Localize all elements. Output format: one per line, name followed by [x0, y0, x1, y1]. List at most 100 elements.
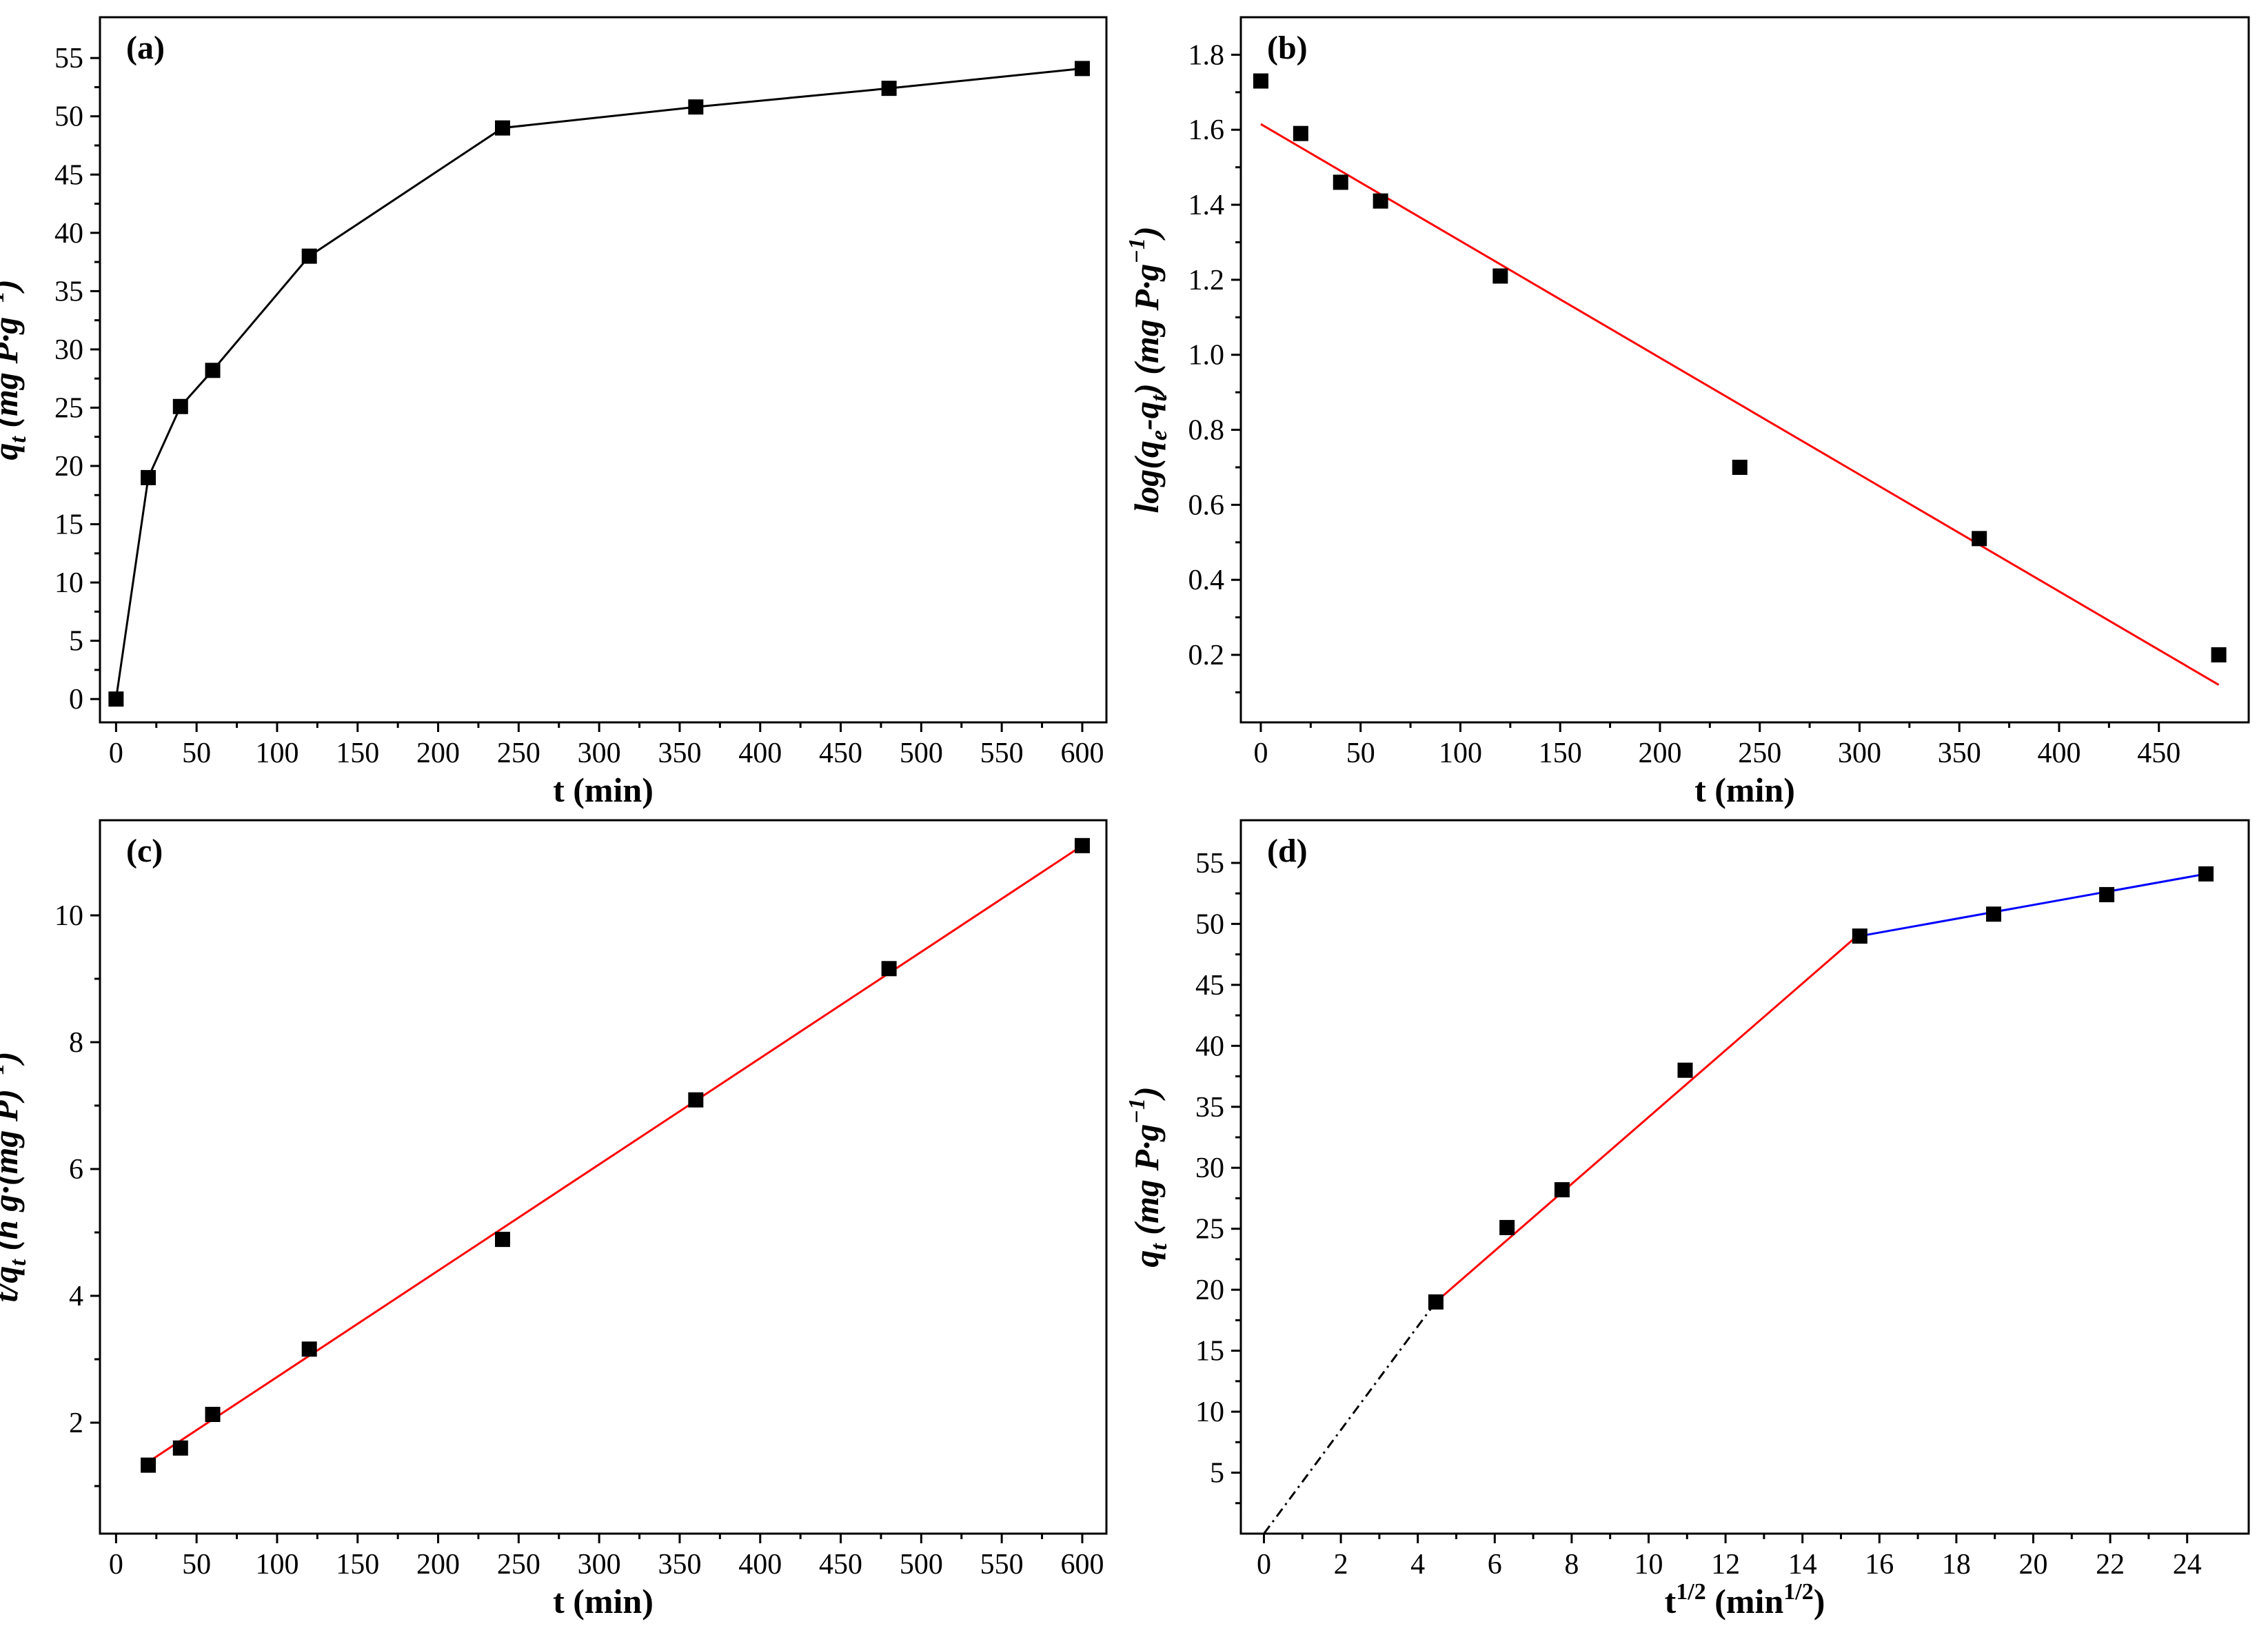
data-point	[495, 1232, 510, 1248]
plot-frame	[99, 819, 1108, 1535]
x-tick-label: 100	[255, 738, 298, 769]
y-tick-label: 20	[1195, 1274, 1224, 1306]
x-tick-label: 50	[182, 1549, 211, 1581]
x-axis-label: t1/2 (min1/2)	[1665, 1579, 1825, 1620]
plot-frame	[99, 16, 1108, 724]
y-tick-label: 15	[54, 509, 83, 541]
y-axis: 0.2 0.4 0.6 0.8 1.0 1.2 1.4 1.6 1.8	[1188, 39, 1241, 693]
y-tick-label: 0.6	[1188, 489, 1225, 521]
data-point	[1333, 174, 1348, 190]
y-axis-label: qt (mg P·g−1)	[1124, 1086, 1172, 1267]
x-tick-label: 0	[1253, 738, 1268, 769]
x-tick-label: 150	[1539, 738, 1582, 769]
data-point	[1492, 268, 1508, 284]
data-point	[2211, 647, 2227, 663]
x-tick-label: 100	[255, 1549, 298, 1581]
plot-frame	[1239, 819, 2250, 1535]
y-tick-label: 5	[69, 626, 83, 658]
x-tick-label: 400	[738, 1549, 782, 1581]
data-point	[205, 363, 221, 378]
data-point	[301, 248, 317, 264]
x-tick-label: 100	[1439, 738, 1482, 769]
data-point	[172, 1440, 188, 1456]
y-axis: 5 10 15 20 25 30 35 40 45 50 55	[1195, 848, 1241, 1505]
y-tick-label: 4	[69, 1281, 83, 1312]
y-tick-label: 25	[1195, 1214, 1224, 1246]
data-point	[1986, 906, 2002, 922]
y-tick-label: 30	[54, 334, 83, 366]
x-tick-label: 450	[819, 1549, 862, 1581]
chart-panel-a: 0 50 100 150 200 250 300 350 400 450 500 550 600 0 5 10…	[0, 16, 1108, 809]
panel-label: (b)	[1267, 30, 1308, 66]
x-tick-label: 450	[819, 738, 862, 769]
x-tick-label: 20	[2019, 1549, 2048, 1581]
y-tick-label: 20	[54, 451, 83, 482]
x-axis-label: t (min)	[553, 771, 654, 809]
x-axis: 0 2 4 6 8 10 12 14 16 18 20 22 24	[1257, 1534, 2202, 1581]
y-tick-label: 8	[69, 1027, 83, 1059]
x-tick-label: 300	[578, 1549, 621, 1581]
x-axis: 0 50 100 150 200 250 300 350 400 450 500 550 600	[109, 722, 1104, 769]
x-tick-label: 200	[416, 1549, 460, 1581]
x-tick-label: 150	[336, 738, 379, 769]
y-tick-label: 55	[1195, 848, 1224, 880]
data-point	[1732, 459, 1748, 475]
data-point	[1677, 1062, 1693, 1078]
x-tick-label: 50	[1346, 738, 1375, 769]
data-point	[881, 81, 897, 96]
y-tick-label: 50	[54, 101, 83, 133]
x-tick-label: 0	[109, 738, 123, 769]
y-tick-label: 10	[54, 900, 83, 932]
x-tick-label: 250	[1738, 738, 1781, 769]
y-tick-label: 0.8	[1188, 415, 1225, 447]
panel-label: (c)	[126, 833, 163, 869]
x-tick-label: 600	[1060, 738, 1104, 769]
y-tick-label: 6	[69, 1154, 83, 1186]
data-point	[1972, 531, 1987, 547]
x-tick-label: 24	[2173, 1549, 2202, 1581]
chart-panel-b: 0 50 100 150 200 250 300 350 400 450 0.2 0.4 0.6 0.8 1…	[1124, 16, 2250, 809]
data-point	[688, 99, 704, 115]
data-point	[881, 961, 897, 977]
data-point	[495, 120, 510, 136]
data-point	[1293, 125, 1308, 141]
y-tick-label: 0.4	[1188, 565, 1225, 596]
x-tick-label: 0	[109, 1549, 123, 1581]
fit-line	[148, 844, 1083, 1463]
plot-frame	[1239, 16, 2250, 724]
x-tick-label: 600	[1060, 1549, 1104, 1581]
x-tick-label: 0	[1257, 1549, 1271, 1581]
x-tick-label: 22	[2096, 1549, 2125, 1581]
data-point	[1852, 928, 1867, 944]
x-axis: 0 50 100 150 200 250 300 350 400 450 500 550 600	[109, 1534, 1104, 1581]
data-point	[1253, 73, 1268, 89]
x-tick-label: 200	[416, 738, 460, 769]
x-tick-label: 500	[900, 738, 943, 769]
x-tick-label: 400	[738, 738, 782, 769]
y-tick-label: 55	[54, 43, 83, 74]
x-tick-label: 200	[1638, 738, 1681, 769]
x-tick-label: 350	[658, 1549, 701, 1581]
data-point	[141, 469, 156, 485]
data-point	[108, 691, 124, 707]
y-tick-label: 10	[54, 567, 83, 599]
y-tick-label: 15	[1195, 1336, 1224, 1368]
data-point	[1074, 61, 1090, 77]
y-axis: 2 4 6 8 10	[54, 900, 100, 1487]
x-tick-label: 2	[1334, 1549, 1348, 1581]
data-point	[688, 1092, 704, 1108]
y-tick-label: 25	[54, 392, 83, 424]
y-tick-label: 45	[54, 159, 83, 191]
x-tick-label: 400	[2037, 738, 2080, 769]
y-tick-label: 1.6	[1188, 114, 1225, 146]
x-tick-label: 6	[1488, 1549, 1502, 1581]
y-axis: 0 5 10 15 20 25 30 35 40 45 50 55	[54, 43, 100, 715]
panel-label: (a)	[126, 30, 165, 66]
y-tick-label: 35	[54, 276, 83, 307]
x-tick-label: 10	[1634, 1549, 1663, 1581]
x-tick-label: 350	[658, 738, 701, 769]
x-tick-label: 250	[497, 738, 540, 769]
data-point	[141, 1457, 156, 1473]
x-tick-label: 12	[1711, 1549, 1740, 1581]
